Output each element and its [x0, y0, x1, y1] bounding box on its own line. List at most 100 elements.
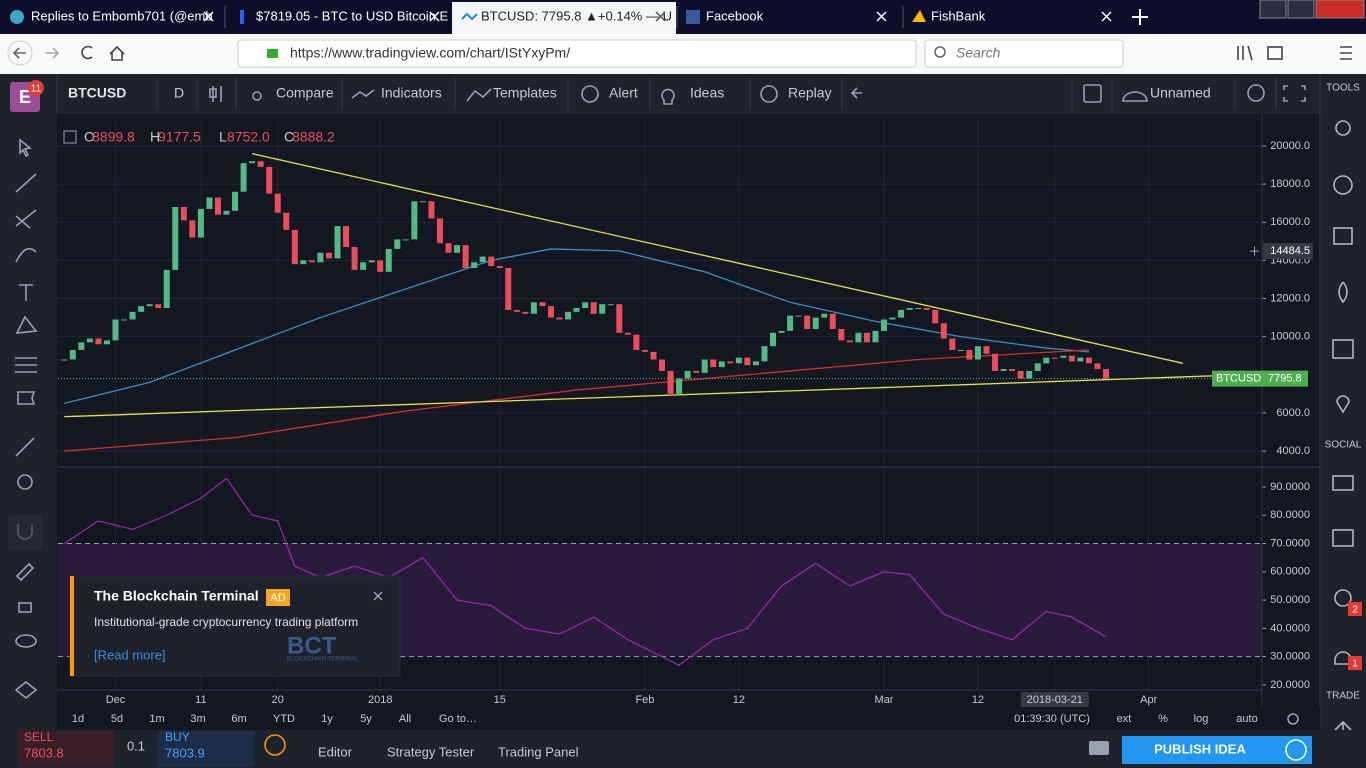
- legend-toggle[interactable]: [63, 130, 77, 144]
- browser-toolbar-icons[interactable]: [1237, 45, 1352, 61]
- buy-label[interactable]: BUY: [165, 730, 190, 744]
- ohlc-value: 8899.8: [92, 129, 135, 145]
- x-tick-label: Apr: [1140, 694, 1157, 706]
- buy-price[interactable]: 7803.9: [165, 745, 205, 760]
- candle: [641, 349, 648, 352]
- bottom-tab[interactable]: Editor: [318, 744, 353, 759]
- candle: [966, 349, 973, 360]
- y-tick-label: 18000.0: [1270, 178, 1310, 190]
- range-button[interactable]: Go to…: [439, 713, 477, 725]
- ad-logo-sub: BLOCKCHAIN TERMINAL: [287, 657, 359, 663]
- quantity[interactable]: 0.1: [127, 738, 145, 753]
- rsi-line: [63, 477, 1107, 666]
- candle: [770, 332, 777, 347]
- snapshot-icon[interactable]: [1089, 741, 1109, 755]
- candle: [163, 269, 170, 309]
- candle: [659, 359, 665, 371]
- candle: [69, 349, 76, 360]
- interval[interactable]: D: [174, 85, 184, 101]
- candle: [368, 260, 375, 263]
- sidebar-badge-count: 2: [1352, 605, 1358, 616]
- tab-title[interactable]: Facebook: [706, 8, 764, 23]
- forward-button[interactable]: [46, 47, 60, 59]
- sell-label[interactable]: SELL: [24, 730, 54, 744]
- bottom-tab[interactable]: Strategy Tester: [387, 744, 475, 759]
- candle: [308, 260, 315, 263]
- candle: [701, 359, 708, 373]
- play-icon[interactable]: [1285, 739, 1307, 761]
- y-tick-label: 60.0000: [1270, 566, 1310, 578]
- back-icon: [12, 47, 26, 59]
- y-tick-label: 16000.0: [1270, 216, 1310, 228]
- range-button[interactable]: 1y: [321, 713, 333, 725]
- candle: [505, 267, 512, 310]
- lock-icon: [267, 49, 278, 58]
- compare-button[interactable]: Compare: [276, 85, 334, 101]
- candle: [1068, 355, 1075, 362]
- publish-button[interactable]: [1122, 736, 1312, 764]
- candle: [266, 166, 273, 194]
- y-tick-label: 80.0000: [1270, 509, 1310, 521]
- sell-price[interactable]: 7803.8: [24, 745, 64, 760]
- layout-name[interactable]: Unnamed: [1150, 85, 1211, 101]
- ad-close[interactable]: [373, 591, 383, 601]
- candle: [599, 304, 606, 314]
- tab-close-icons[interactable]: [203, 9, 1148, 25]
- indicators-button[interactable]: Indicators: [381, 85, 442, 101]
- active-tab[interactable]: [452, 2, 676, 34]
- publish-label[interactable]: PUBLISH IDEA: [1154, 741, 1246, 756]
- scale-option[interactable]: ext: [1117, 713, 1132, 725]
- search-placeholder[interactable]: Search: [956, 45, 1001, 61]
- buy-button[interactable]: [158, 731, 254, 767]
- range-button[interactable]: 3m: [190, 713, 205, 725]
- tab-title[interactable]: BTCUSD: 7795.8 ▲+0.14% — U: [481, 8, 672, 23]
- ideas-button[interactable]: Ideas: [690, 85, 724, 101]
- symbol[interactable]: BTCUSD: [68, 85, 126, 101]
- candle: [556, 317, 563, 320]
- url-bar[interactable]: [237, 39, 917, 68]
- home-button[interactable]: [109, 45, 125, 61]
- candle: [881, 319, 888, 331]
- range-button[interactable]: 1d: [72, 713, 84, 725]
- reload-button[interactable]: [81, 45, 93, 60]
- replay-button[interactable]: Replay: [788, 85, 832, 101]
- candle: [787, 315, 794, 331]
- candle: [377, 260, 384, 272]
- scale-option[interactable]: %: [1158, 713, 1168, 725]
- range-button[interactable]: YTD: [273, 713, 295, 725]
- y-tick-label: 50.0000: [1270, 594, 1310, 606]
- candle: [180, 206, 187, 221]
- range-button[interactable]: 5y: [360, 713, 372, 725]
- candle: [197, 208, 204, 238]
- tab-title[interactable]: FishBank: [931, 8, 986, 23]
- candle: [846, 340, 853, 343]
- range-button[interactable]: 1m: [149, 713, 164, 725]
- tab-title[interactable]: $7819.05 - BTC to USD Bitcoin E: [256, 8, 449, 23]
- scale-option[interactable]: log: [1194, 713, 1209, 725]
- candle: [761, 346, 768, 362]
- templates-button[interactable]: Templates: [493, 85, 557, 101]
- last-price-value: 7795.8: [1268, 373, 1302, 385]
- avatar-letter: E: [19, 87, 31, 107]
- window-controls[interactable]: [1259, 0, 1365, 19]
- info-icon[interactable]: [264, 734, 286, 756]
- settings-icon[interactable]: [1287, 713, 1299, 725]
- alert-button[interactable]: Alert: [609, 85, 638, 101]
- tab-title[interactable]: Replies to Embomb701 (@emb: [31, 8, 213, 23]
- url-text[interactable]: https://www.tradingview.com/chart/IStYxy…: [290, 45, 570, 61]
- candle: [428, 201, 435, 219]
- ad-link[interactable]: [Read more]: [94, 647, 166, 662]
- range-button[interactable]: All: [399, 713, 411, 725]
- back-button[interactable]: [7, 40, 33, 66]
- scale-option[interactable]: auto: [1236, 713, 1257, 725]
- sell-button[interactable]: [18, 731, 114, 767]
- search-box[interactable]: [924, 39, 1124, 68]
- candle: [436, 218, 443, 244]
- range-button[interactable]: 5d: [111, 713, 123, 725]
- drawing-tools[interactable]: [14, 138, 38, 700]
- bottom-tab[interactable]: Trading Panel: [498, 744, 579, 759]
- y-tick-label: 4000.0: [1276, 445, 1310, 457]
- candle: [95, 338, 102, 345]
- notification-count: 11: [31, 84, 42, 95]
- range-button[interactable]: 6m: [231, 713, 246, 725]
